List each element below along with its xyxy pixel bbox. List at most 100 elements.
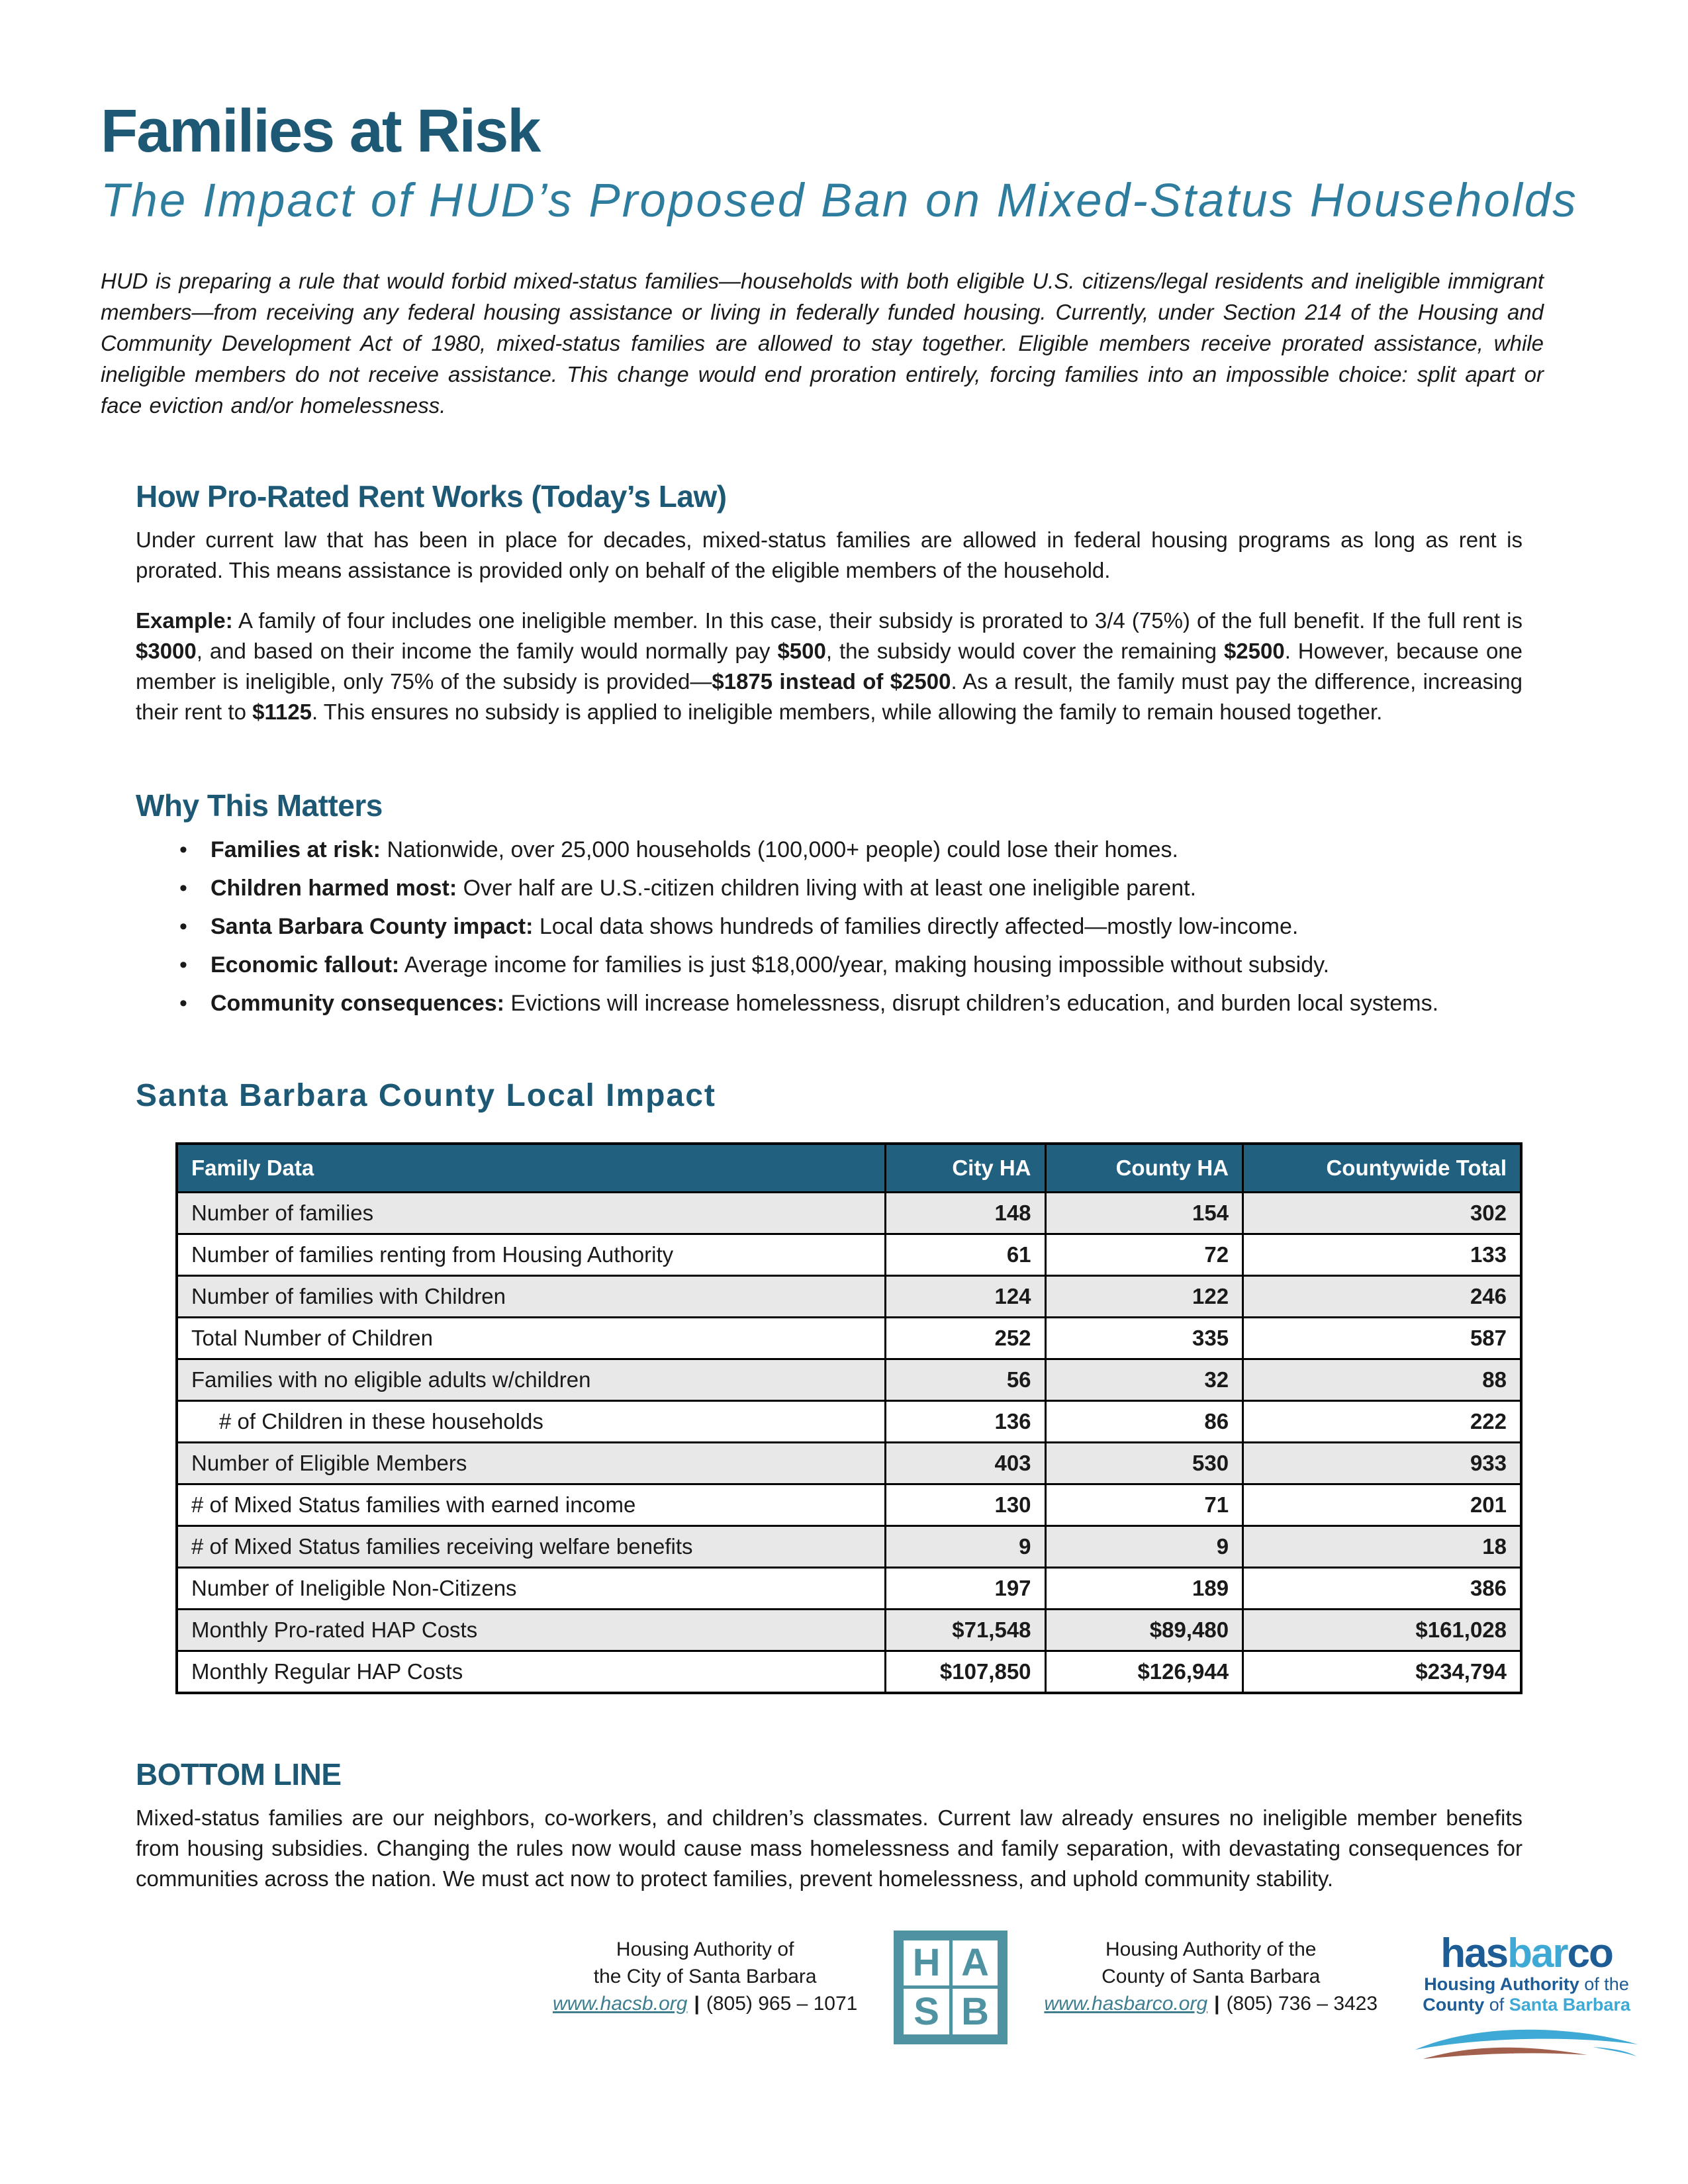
- row-label: Total Number of Children: [175, 1316, 886, 1361]
- total-value: 88: [1242, 1358, 1523, 1402]
- separator: |: [1214, 1992, 1220, 2015]
- tagline1-bold: Housing Authority: [1424, 1974, 1579, 1994]
- example-run: $1125: [252, 699, 312, 724]
- bullet-icon: •: [179, 876, 187, 901]
- row-label: Number of families with Children: [175, 1275, 886, 1319]
- total-value: $161,028: [1242, 1608, 1523, 1653]
- total-value: 246: [1242, 1275, 1523, 1319]
- prorated-heading: How Pro-Rated Rent Works (Today’s Law): [136, 478, 727, 514]
- impact-table: Family Data City HA County HA Countywide…: [175, 1142, 1523, 1694]
- table-row: Families with no eligible adults w/child…: [175, 1358, 1523, 1402]
- city-value: 197: [884, 1567, 1047, 1611]
- document-header: Families at Risk The Impact of HUD’s Pro…: [0, 0, 1688, 227]
- example-run: , the subsidy would cover the remaining: [825, 638, 1224, 663]
- hasb-logo-grid: H A S B: [904, 1940, 998, 2034]
- total-value: 18: [1242, 1525, 1523, 1569]
- bullet-label: Community consequences:: [211, 991, 504, 1017]
- county-value: 335: [1044, 1316, 1244, 1361]
- list-item: • Community consequences: Evictions will …: [174, 989, 1523, 1018]
- county-value: 71: [1044, 1483, 1244, 1527]
- bottom-line-heading: BOTTOM LINE: [136, 1756, 342, 1792]
- city-org-line1: Housing Authority of: [616, 1938, 794, 1960]
- hasbarco-swoosh-icon: [1415, 2029, 1638, 2059]
- example-run: $2500: [1223, 638, 1285, 663]
- example-run: $3000: [136, 638, 197, 663]
- hasbarco-tagline-2: County of Santa Barbara: [1414, 1995, 1639, 2015]
- county-value: 122: [1044, 1275, 1244, 1319]
- county-org-line2: County of Santa Barbara: [1102, 1965, 1321, 1987]
- impact-heading: Santa Barbara County Local Impact: [136, 1078, 716, 1114]
- example-run: . However, because one member is ineligi…: [136, 638, 1523, 694]
- hacsb-website-link[interactable]: www.hacsb.org: [553, 1992, 688, 2015]
- city-contact-line: www.hacsb.org | (805) 965 – 1071: [553, 1990, 857, 2017]
- county-value: 32: [1044, 1358, 1244, 1402]
- separator: |: [694, 1992, 700, 2015]
- city-value: 252: [884, 1316, 1047, 1361]
- row-label: Monthly Pro-rated HAP Costs: [175, 1608, 886, 1653]
- bottom-line-paragraph: Mixed-status families are our neighbors,…: [136, 1805, 1523, 1891]
- city-phone: (805) 965 – 1071: [706, 1992, 858, 2015]
- hasb-letter-h: H: [904, 1940, 949, 1986]
- example-run: , and based on their income the family w…: [196, 638, 778, 663]
- column-header-countywide-total: Countywide Total: [1242, 1142, 1523, 1194]
- county-contact-line: www.hasbarco.org | (805) 736 – 3423: [1044, 1990, 1378, 2017]
- total-value: 386: [1242, 1567, 1523, 1611]
- bullet-text: Nationwide, over 25,000 households (100,…: [381, 837, 1178, 863]
- total-value: 587: [1242, 1316, 1523, 1361]
- city-value: 124: [884, 1275, 1047, 1319]
- section-bottom-line: BOTTOM LINE Mixed-status families are ou…: [136, 1757, 1523, 1894]
- hasbarco-word-has: has: [1440, 1930, 1509, 1976]
- column-header-county-ha: County HA: [1044, 1142, 1244, 1194]
- city-value: 130: [884, 1483, 1047, 1527]
- example-paragraph: Example: A family of four includes one i…: [136, 606, 1523, 727]
- list-item: • Families at risk: Nationwide, over 25,0…: [174, 836, 1523, 864]
- table-row: Total Number of Children 252 335 587: [175, 1316, 1523, 1361]
- row-label: Number of Ineligible Non-Citizens: [175, 1567, 886, 1611]
- county-housing-authority-block: Housing Authority of the County of Santa…: [1044, 1931, 1378, 2017]
- county-value: $126,944: [1044, 1650, 1244, 1694]
- table-row: Number of families with Children 124 122 24…: [175, 1275, 1523, 1319]
- intro-paragraph: HUD is preparing a rule that would forbi…: [101, 268, 1544, 418]
- column-header-city-ha: City HA: [884, 1142, 1047, 1194]
- county-value: $89,480: [1044, 1608, 1244, 1653]
- hasbarco-word-bar: bar: [1507, 1930, 1568, 1976]
- section-prorated-rent: How Pro-Rated Rent Works (Today’s Law) U…: [136, 479, 1523, 727]
- county-phone: (805) 736 – 3423: [1226, 1992, 1378, 2015]
- section-why-this-matters: Why This Matters • Families at risk: Nati…: [136, 788, 1523, 1019]
- bullet-label: Families at risk:: [211, 837, 381, 863]
- city-value: 56: [884, 1358, 1047, 1402]
- bullet-label: Children harmed most:: [211, 876, 457, 901]
- list-item: • Santa Barbara County impact: Local data…: [174, 913, 1523, 941]
- city-value: 9: [884, 1525, 1047, 1569]
- list-item: • Children harmed most: Over half are U.S…: [174, 874, 1523, 903]
- table-row: Number of families renting from Housing …: [175, 1233, 1523, 1277]
- example-run: A family of four includes one ineligible…: [232, 608, 1523, 633]
- county-value: 72: [1044, 1233, 1244, 1277]
- hasbarco-tagline-1: Housing Authority of the: [1414, 1974, 1639, 1995]
- document-footer: Housing Authority of the City of Santa B…: [0, 1930, 1688, 2062]
- bullet-icon: •: [179, 952, 187, 978]
- bullet-label: Santa Barbara County impact:: [211, 914, 534, 940]
- table-row: Number of Eligible Members 403 530 933: [175, 1441, 1523, 1486]
- hasbarco-word-co: co: [1567, 1930, 1614, 1976]
- city-value: $71,548: [884, 1608, 1047, 1653]
- row-label: # of Children in these households: [175, 1400, 886, 1444]
- city-value: 403: [884, 1441, 1047, 1486]
- table-row: Number of Ineligible Non-Citizens 197 189 3…: [175, 1567, 1523, 1611]
- bullet-icon: •: [179, 914, 187, 940]
- bullet-icon: •: [179, 837, 187, 863]
- example-run: . This ensures no subsidy is applied to …: [312, 699, 1383, 724]
- tagline2-accent: Santa Barbara: [1509, 1994, 1630, 2015]
- hasbarco-website-link[interactable]: www.hasbarco.org: [1044, 1992, 1208, 2015]
- list-item: • Economic fallout: Average income for fa…: [174, 951, 1523, 979]
- total-value: $234,794: [1242, 1650, 1523, 1694]
- city-housing-authority-block: Housing Authority of the City of Santa B…: [553, 1931, 857, 2017]
- bullet-text: Evictions will increase homelessness, di…: [504, 991, 1439, 1017]
- county-value: 9: [1044, 1525, 1244, 1569]
- county-org-line1: Housing Authority of the: [1105, 1938, 1317, 1960]
- row-label: Number of families: [175, 1191, 886, 1236]
- table-row: Monthly Regular HAP Costs $107,850 $126,94…: [175, 1650, 1523, 1694]
- city-org-line2: the City of Santa Barbara: [593, 1965, 817, 1987]
- row-label: Monthly Regular HAP Costs: [175, 1650, 886, 1694]
